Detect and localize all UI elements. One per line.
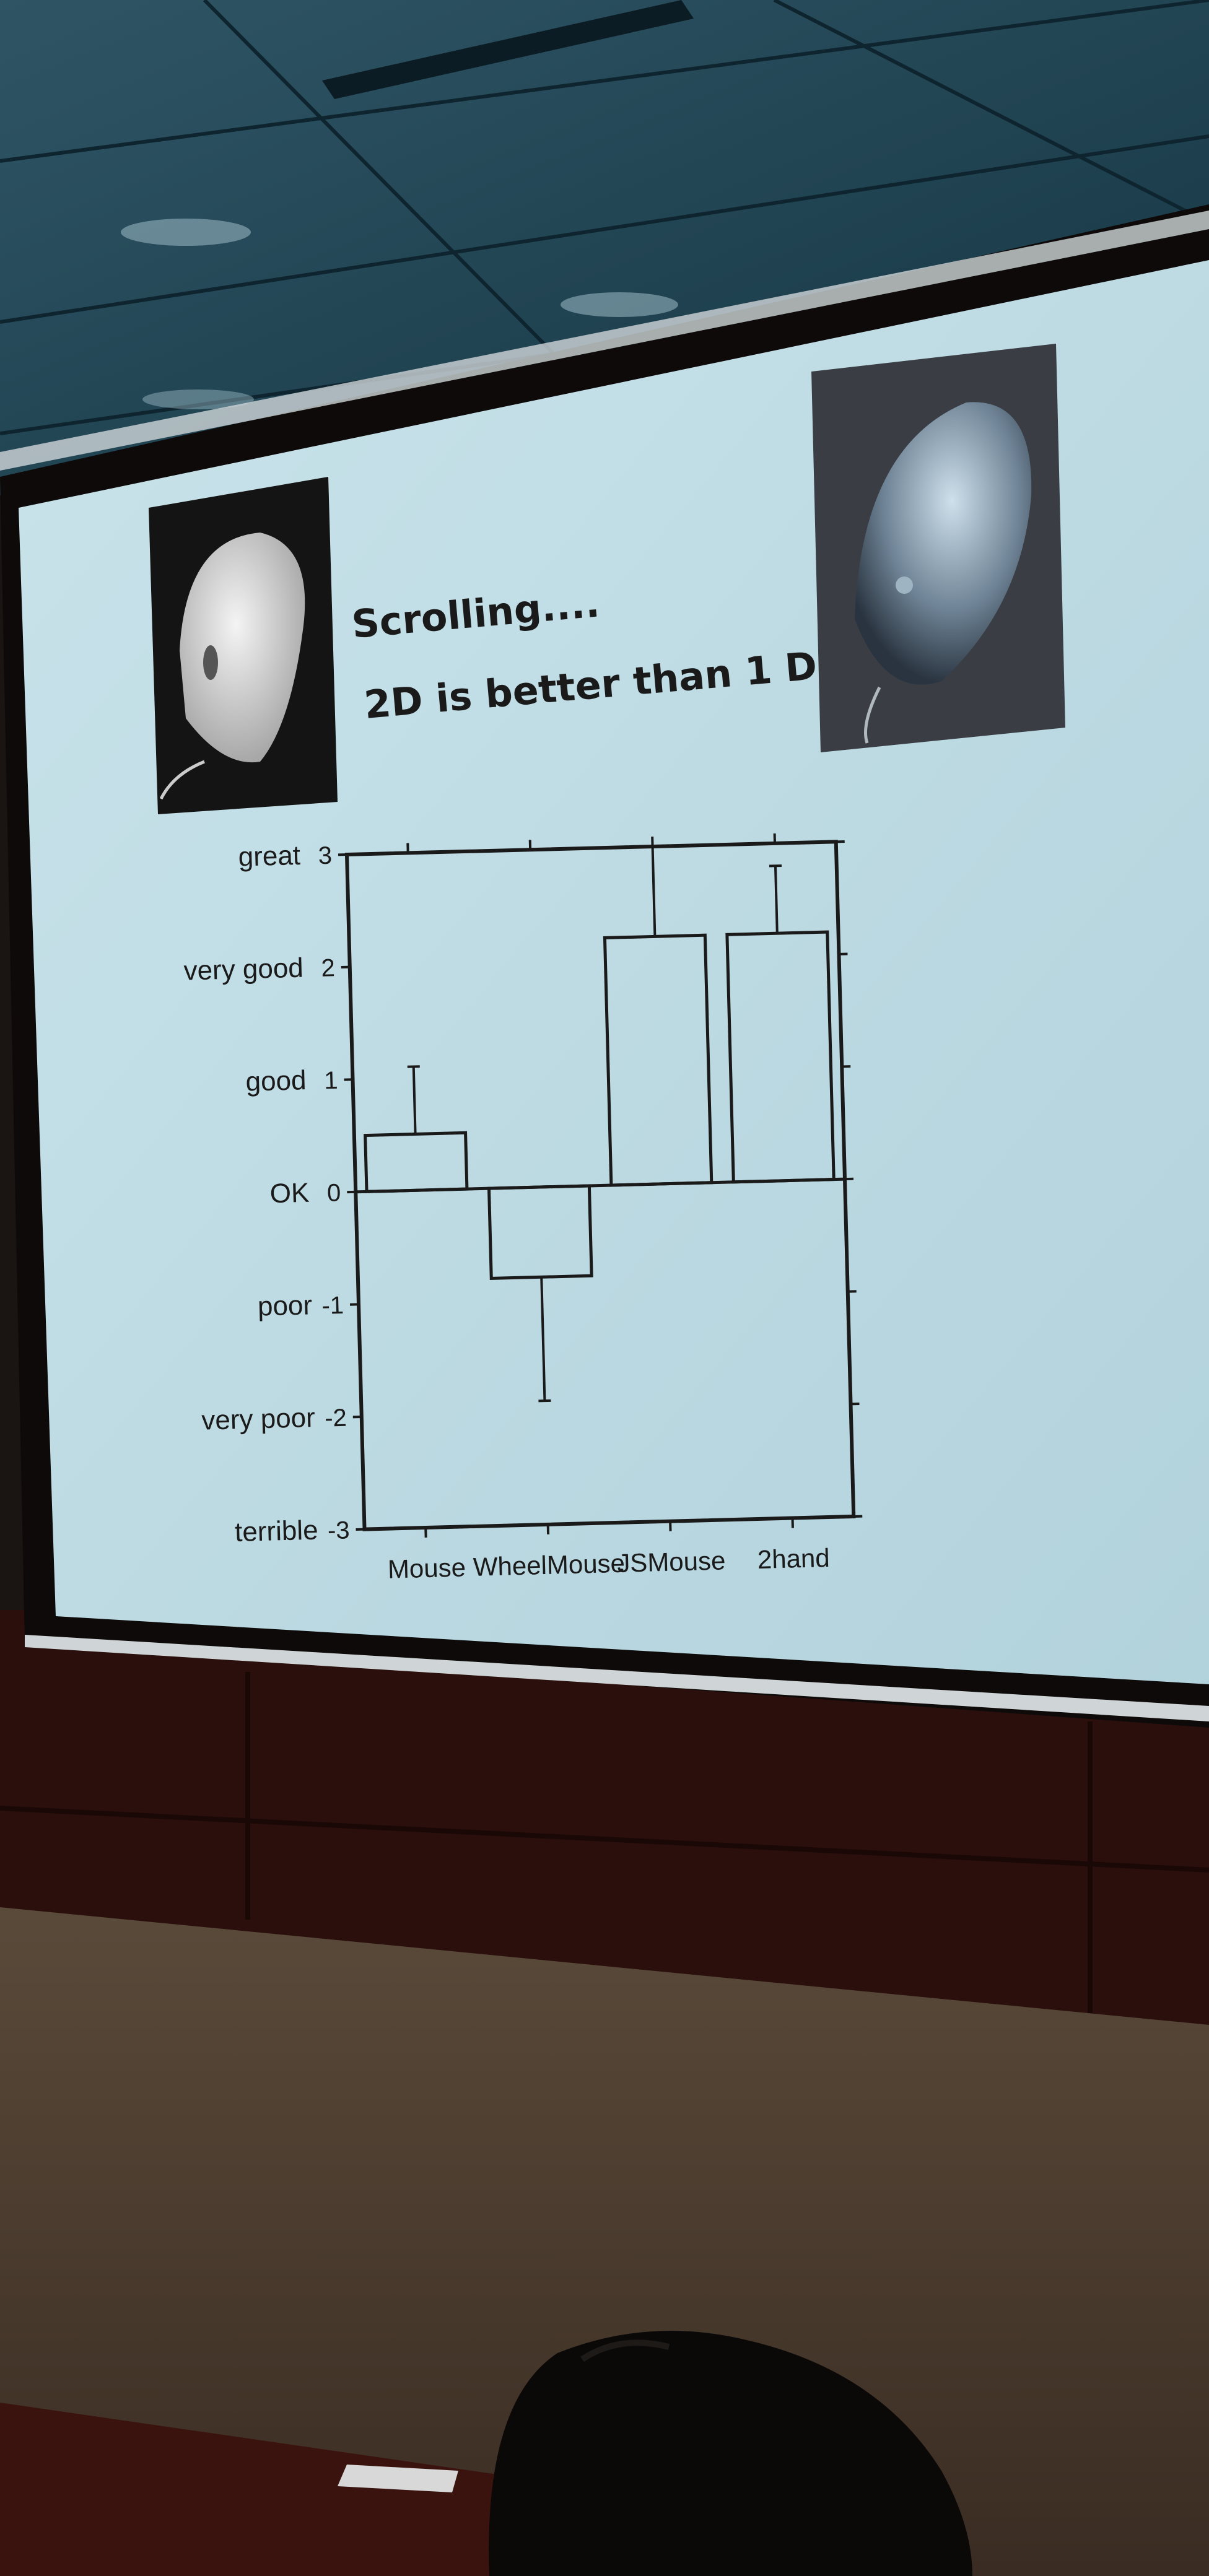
ceiling-vent [322,0,694,99]
x-tick-label: 2hand [757,1543,830,1574]
y-tick-number: 0 [326,1179,341,1207]
wall-panels [0,1672,1209,2019]
left-mouse-photo [149,477,338,814]
ceiling-light [142,389,254,409]
error-bar [774,866,779,934]
error-bar [540,1277,546,1401]
error-bar [412,1066,417,1134]
y-tick-label: good [245,1065,307,1097]
y-tick-number: -3 [327,1516,350,1544]
x-tick-label: JSMouse [617,1546,726,1578]
ceiling-light [121,219,251,246]
bar-2hand [725,930,836,1184]
bar-wheelmouse [487,1184,593,1281]
y-tick-label: great [238,840,301,872]
screen-bottom-bar [25,1635,1209,1721]
right-mouse-photo [811,344,1065,752]
y-tick-number: -2 [325,1404,347,1432]
mouse-icon [855,402,1032,685]
floor [0,1907,1209,2576]
bars [364,845,836,1403]
y-tick-label: poor [257,1290,312,1321]
mouse-icon [180,533,305,763]
audience-head [489,2331,972,2576]
y-tick-number: 3 [318,842,332,870]
y-tick-label: very good [183,953,303,986]
screen-roller [0,211,1209,471]
y-tick-number: -1 [321,1292,344,1320]
error-cap [407,1065,420,1068]
y-tick-number: 1 [324,1067,338,1095]
floor-note [338,2465,458,2492]
ceiling-light [561,292,678,317]
y-tick-label: OK [269,1178,310,1209]
error-bar [651,846,657,937]
y-tick-label: very poor [201,1403,316,1436]
stage-edge [0,2403,557,2576]
y-tick-label: terrible [234,1515,318,1548]
bar-chart: 3 great 2 very good 1 good 0 OK -1 poor -2 very poo… [183,833,863,1584]
x-tick-label: WheelMouse [473,1549,625,1582]
y-tick-number: 2 [321,954,335,982]
x-tick-label: Mouse [387,1552,466,1583]
